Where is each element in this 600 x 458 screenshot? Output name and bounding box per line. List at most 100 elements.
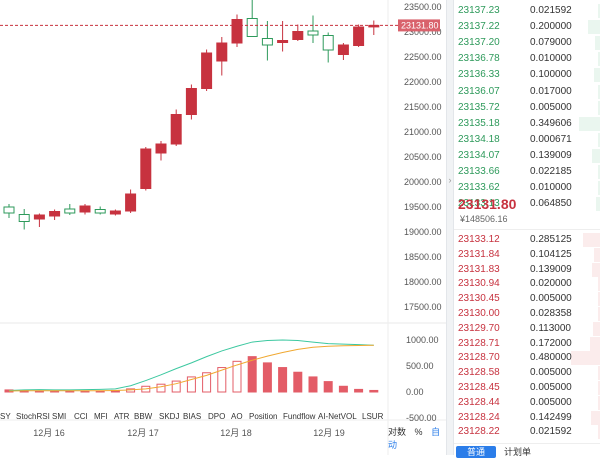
- order-quantity: 0.480000: [530, 352, 572, 364]
- oscillator-bar: [202, 372, 212, 393]
- order-book: 23137.23 0.021592 23137.22 0.200000 23137.20…: [454, 0, 600, 455]
- candle-body: [94, 209, 106, 214]
- candle-body: [109, 210, 121, 215]
- indicator-tab-ai-netvol[interactable]: AI-NetVOL: [318, 412, 357, 421]
- price-tick-label: 19500.00: [404, 202, 442, 212]
- order-quantity: 0.005000: [530, 382, 572, 393]
- ask-row[interactable]: 23133.13 0.064850: [454, 196, 600, 212]
- order-quantity: 0.139009: [530, 149, 572, 161]
- indicator-tab-bbw[interactable]: BBW: [134, 412, 153, 421]
- bid-row[interactable]: 23128.22 0.021592: [454, 424, 600, 440]
- indicator-tab-skdj[interactable]: SKDJ: [159, 412, 179, 421]
- price-tick-label: 21500.00: [404, 102, 442, 112]
- tab-normal[interactable]: 普通: [456, 446, 496, 458]
- bid-row[interactable]: 23133.12 0.285125: [454, 232, 600, 248]
- bid-row[interactable]: 23130.00 0.028358: [454, 306, 600, 322]
- bid-row[interactable]: 23128.71 0.172000: [454, 336, 600, 352]
- ask-row[interactable]: 23136.33 0.100000: [454, 67, 600, 83]
- bid-row[interactable]: 23128.70 0.480000: [454, 350, 600, 366]
- depth-bar: [594, 68, 600, 83]
- order-quantity: 0.010000: [530, 182, 572, 194]
- order-quantity: 0.172000: [530, 337, 572, 349]
- ask-row[interactable]: 23137.22 0.200000: [454, 19, 600, 35]
- indicator-tab-position[interactable]: Position: [249, 412, 277, 421]
- bid-row[interactable]: 23128.45 0.005000: [454, 380, 600, 396]
- ask-row[interactable]: 23137.20 0.079000: [454, 35, 600, 51]
- depth-bar: [598, 277, 600, 292]
- ask-row[interactable]: 23133.66 0.022185: [454, 164, 600, 180]
- price-tick-label: 19000.00: [404, 227, 442, 237]
- bid-row[interactable]: 23130.94 0.020000: [454, 276, 600, 292]
- order-price: 23133.13: [458, 198, 500, 210]
- depth-bar: [596, 197, 600, 212]
- order-price: 23129.70: [458, 322, 500, 334]
- depth-bar: [579, 116, 600, 131]
- indicator-tab-stochrsi[interactable]: StochRSI: [16, 412, 50, 421]
- chart-canvas[interactable]: 23500.00 23000.00 22500.00 22000.00 21500.00…: [0, 0, 446, 455]
- depth-bar: [595, 36, 600, 51]
- order-price: 23128.22: [458, 426, 500, 438]
- chevron-right-icon[interactable]: ›: [448, 175, 452, 185]
- auto-scale-toggle[interactable]: 自动: [388, 427, 441, 450]
- oscillator-bar: [186, 376, 196, 393]
- indicator-tab-sy[interactable]: SY: [0, 412, 11, 421]
- order-type-tabs: 普通 计划单: [454, 443, 600, 458]
- ask-row[interactable]: 23137.23 0.021592: [454, 3, 600, 19]
- bid-row[interactable]: 23130.45 0.005000: [454, 291, 600, 307]
- indicator-tab-mfi[interactable]: MFI: [94, 412, 108, 421]
- ask-row[interactable]: 23135.72 0.005000: [454, 100, 600, 116]
- indicator-tab-smi[interactable]: SMI: [52, 412, 66, 421]
- candle-body: [216, 42, 228, 62]
- panel-divider[interactable]: [446, 0, 454, 455]
- price-tick-label: 20000.00: [404, 177, 442, 187]
- order-price: 23128.45: [458, 382, 500, 393]
- bid-row[interactable]: 23128.58 0.005000: [454, 365, 600, 381]
- indicator-tab-bias[interactable]: BIAS: [183, 412, 201, 421]
- book-divider: [454, 229, 600, 230]
- percent-scale-toggle[interactable]: %: [414, 427, 423, 437]
- last-price: 23131.80: [458, 196, 517, 212]
- order-price: 23137.20: [458, 37, 500, 49]
- ask-row[interactable]: 23134.18 0.000671: [454, 132, 600, 148]
- ask-row[interactable]: 23136.07 0.017000: [454, 84, 600, 100]
- indicator-tab-cci[interactable]: CCI: [74, 412, 88, 421]
- bid-row[interactable]: 23129.70 0.113000: [454, 321, 600, 337]
- order-quantity: 0.005000: [530, 396, 572, 408]
- candle-body: [261, 38, 273, 46]
- order-quantity: 0.079000: [530, 37, 572, 49]
- indicator-tab-atr[interactable]: ATR: [114, 412, 130, 421]
- order-price: 23131.84: [458, 248, 500, 260]
- bid-row[interactable]: 23128.24 0.142499: [454, 410, 600, 426]
- ask-row[interactable]: 23135.18 0.349606: [454, 116, 600, 132]
- price-tick-label: 18500.00: [404, 252, 442, 262]
- order-price: 23137.23: [458, 5, 500, 16]
- depth-bar: [598, 4, 600, 18]
- order-quantity: 0.005000: [530, 293, 572, 305]
- chart-options: 对数 % 自动: [388, 425, 446, 451]
- bid-row[interactable]: 23128.44 0.005000: [454, 395, 600, 411]
- order-quantity: 0.000671: [530, 133, 572, 145]
- order-quantity: 0.017000: [530, 85, 572, 97]
- order-quantity: 0.200000: [530, 21, 572, 33]
- indicator-tab-lsur[interactable]: LSUR: [362, 412, 384, 421]
- price-tick-label: 18000.00: [404, 277, 442, 287]
- tab-plan-order[interactable]: 计划单: [504, 447, 532, 457]
- depth-bar: [589, 336, 600, 351]
- indicator-tab-dpo[interactable]: DPO: [208, 412, 225, 421]
- candlestick-chart-panel[interactable]: 23500.00 23000.00 22500.00 22000.00 21500.00…: [0, 0, 446, 455]
- bid-row[interactable]: 23131.84 0.104125: [454, 247, 600, 263]
- ask-row[interactable]: 23136.78 0.010000: [454, 51, 600, 67]
- candle-body: [33, 214, 45, 220]
- order-price: 23128.44: [458, 396, 500, 408]
- time-axis-label: 12月 19: [313, 428, 345, 438]
- candle-body: [231, 19, 243, 44]
- ask-row[interactable]: 23133.62 0.010000: [454, 180, 600, 196]
- ask-row[interactable]: 23134.07 0.139009: [454, 148, 600, 164]
- indicator-tab-fundflow[interactable]: Fundflow: [283, 412, 316, 421]
- log-scale-toggle[interactable]: 对数: [388, 427, 407, 437]
- indicator-tab-ao[interactable]: AO: [231, 412, 243, 421]
- last-price-fiat: ¥148506.16: [460, 214, 508, 224]
- oscillator-bar: [369, 389, 379, 393]
- candle-body: [368, 24, 380, 28]
- bid-row[interactable]: 23131.83 0.139009: [454, 262, 600, 278]
